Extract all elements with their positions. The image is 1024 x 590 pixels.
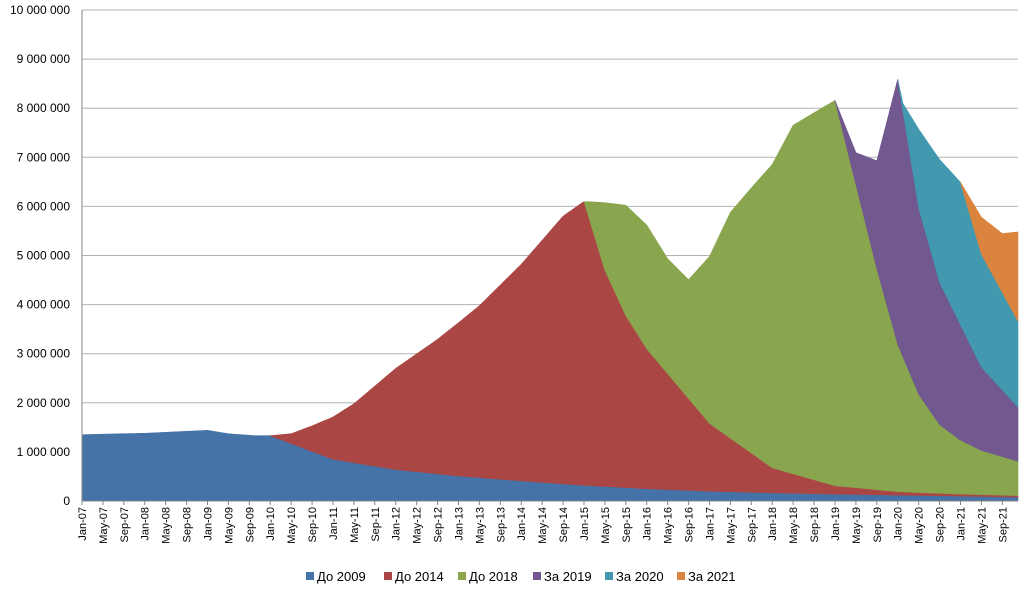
area-6	[960, 182, 1019, 322]
area-4	[834, 78, 1019, 462]
x-tick-label: Sep-15	[621, 507, 633, 542]
x-tick-label: Jan-18	[767, 507, 779, 541]
x-tick-label: May-09	[223, 507, 235, 544]
x-tick-label: Sep-19	[872, 507, 884, 542]
y-tick-label: 2 000 000	[17, 396, 71, 410]
x-tick-label: Jan-20	[893, 507, 905, 541]
legend-label: За 2020	[616, 569, 664, 584]
legend-swatch	[605, 572, 613, 580]
area-2	[269, 201, 1019, 498]
x-tick-label: May-16	[663, 507, 675, 544]
y-tick-label: 6 000 000	[17, 199, 71, 213]
legend: До 2009 До 2014 До 2018 За 2019 За 2020 За 20…	[306, 569, 736, 584]
y-tick-label: 5 000 000	[17, 249, 71, 263]
x-tick-label: May-20	[914, 507, 926, 544]
x-tick-label: Sep-13	[495, 507, 507, 542]
legend-swatch	[533, 572, 541, 580]
x-tick-label: May-15	[600, 507, 612, 544]
y-tick-label: 4 000 000	[17, 298, 71, 312]
x-tick-label: Jan-16	[642, 507, 654, 541]
x-tick-label: May-18	[788, 507, 800, 544]
x-tick-label: May-10	[286, 507, 298, 544]
x-tick-label: May-19	[851, 507, 863, 544]
x-tick-label: Sep-16	[684, 507, 696, 542]
x-tick-label: Sep-10	[307, 507, 319, 542]
y-tick-label: 3 000 000	[17, 347, 71, 361]
legend-label: За 2021	[688, 569, 736, 584]
axes	[81, 10, 1018, 502]
x-tick-label: May-08	[161, 507, 173, 544]
x-axis-ticks: Jan-07 May-07 Sep-07 Jan-08 May-08 Sep-08 Jan-…	[77, 501, 1009, 544]
area-5	[897, 78, 1019, 408]
legend-label: До 2018	[469, 569, 518, 584]
legend-label: До 2009	[317, 569, 366, 584]
x-tick-label: Sep-18	[809, 507, 821, 542]
x-tick-label: May-12	[412, 507, 424, 544]
x-tick-label: Jan-14	[516, 507, 528, 541]
x-tick-label: Jan-12	[391, 507, 403, 541]
x-tick-label: May-21	[976, 507, 988, 544]
x-tick-label: Jan-11	[328, 507, 340, 540]
x-tick-label: Sep-07	[119, 507, 131, 542]
x-tick-label: Sep-12	[433, 507, 445, 542]
x-tick-label: Jan-08	[140, 507, 152, 541]
y-tick-label: 1 000 000	[17, 445, 71, 459]
legend-swatch	[458, 572, 466, 580]
x-tick-label: Jan-07	[77, 507, 89, 541]
x-tick-label: Sep-11	[370, 507, 382, 542]
x-tick-label: Jan-21	[956, 507, 968, 541]
x-tick-label: May-07	[98, 507, 110, 544]
x-tick-label: Jan-15	[579, 507, 591, 541]
x-tick-label: May-14	[537, 507, 549, 544]
legend-label: До 2014	[395, 569, 444, 584]
x-tick-label: Jan-19	[830, 507, 842, 541]
y-tick-label: 10 000 000	[10, 3, 70, 17]
legend-swatch	[384, 572, 392, 580]
x-tick-label: May-11	[349, 507, 361, 543]
x-tick-label: Sep-20	[935, 507, 947, 542]
x-tick-label: Jan-17	[705, 507, 717, 541]
y-axis-ticks: 0 1 000 000 2 000 000 3 000 000 4 000 000 5 0…	[10, 3, 70, 508]
x-tick-label: May-13	[474, 507, 486, 544]
x-tick-label: Sep-09	[244, 507, 256, 542]
legend-label: За 2019	[544, 569, 592, 584]
x-tick-label: Sep-21	[997, 507, 1009, 542]
x-tick-label: Jan-13	[454, 507, 466, 541]
x-tick-label: Sep-17	[746, 507, 758, 542]
y-tick-label: 7 000 000	[17, 150, 71, 164]
area-3	[583, 100, 1019, 496]
x-tick-label: May-17	[725, 507, 737, 544]
x-tick-label: Sep-14	[558, 507, 570, 542]
x-tick-label: Sep-08	[182, 507, 194, 542]
x-tick-label: Jan-09	[203, 507, 215, 541]
x-tick-label: Jan-10	[265, 507, 277, 541]
series-areas	[81, 78, 1019, 502]
y-tick-label: 0	[63, 494, 70, 508]
legend-swatch	[677, 572, 685, 580]
y-tick-label: 8 000 000	[17, 101, 71, 115]
y-tick-label: 9 000 000	[17, 52, 71, 66]
legend-swatch	[306, 572, 314, 580]
